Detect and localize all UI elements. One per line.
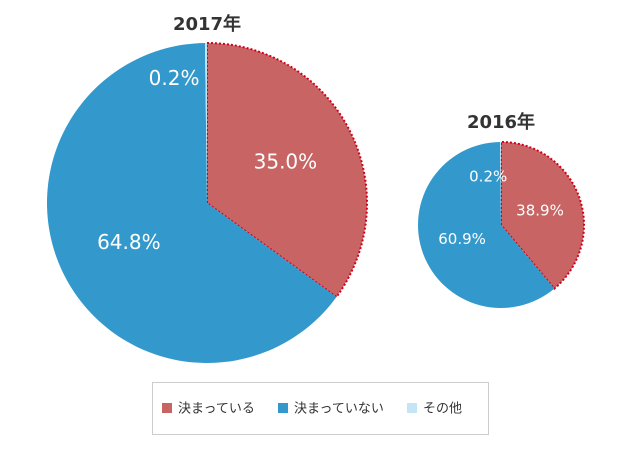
pie-slice bbox=[47, 43, 337, 363]
pie-slice bbox=[500, 140, 585, 291]
legend-text: その他 bbox=[423, 402, 462, 417]
legend-text: 決まっている bbox=[178, 402, 255, 417]
pie-slice bbox=[204, 43, 207, 203]
legend-box bbox=[152, 382, 489, 435]
legend-swatch bbox=[278, 403, 288, 413]
legend-swatch bbox=[407, 403, 417, 413]
pie-slice bbox=[206, 41, 368, 299]
data-label: 35.0% bbox=[254, 150, 318, 174]
chart-title: 2016年 bbox=[467, 111, 535, 133]
pie-slice bbox=[499, 142, 501, 225]
data-label: 64.8% bbox=[97, 230, 161, 254]
data-label: 0.2% bbox=[149, 66, 200, 90]
pie-slice bbox=[417, 142, 555, 308]
chart-title: 2017年 bbox=[173, 13, 241, 35]
data-label: 38.9% bbox=[516, 201, 564, 219]
data-label: 60.9% bbox=[438, 230, 486, 248]
data-label: 0.2% bbox=[469, 167, 507, 185]
legend-text: 決まっていない bbox=[294, 402, 384, 417]
legend-swatch bbox=[162, 403, 172, 413]
